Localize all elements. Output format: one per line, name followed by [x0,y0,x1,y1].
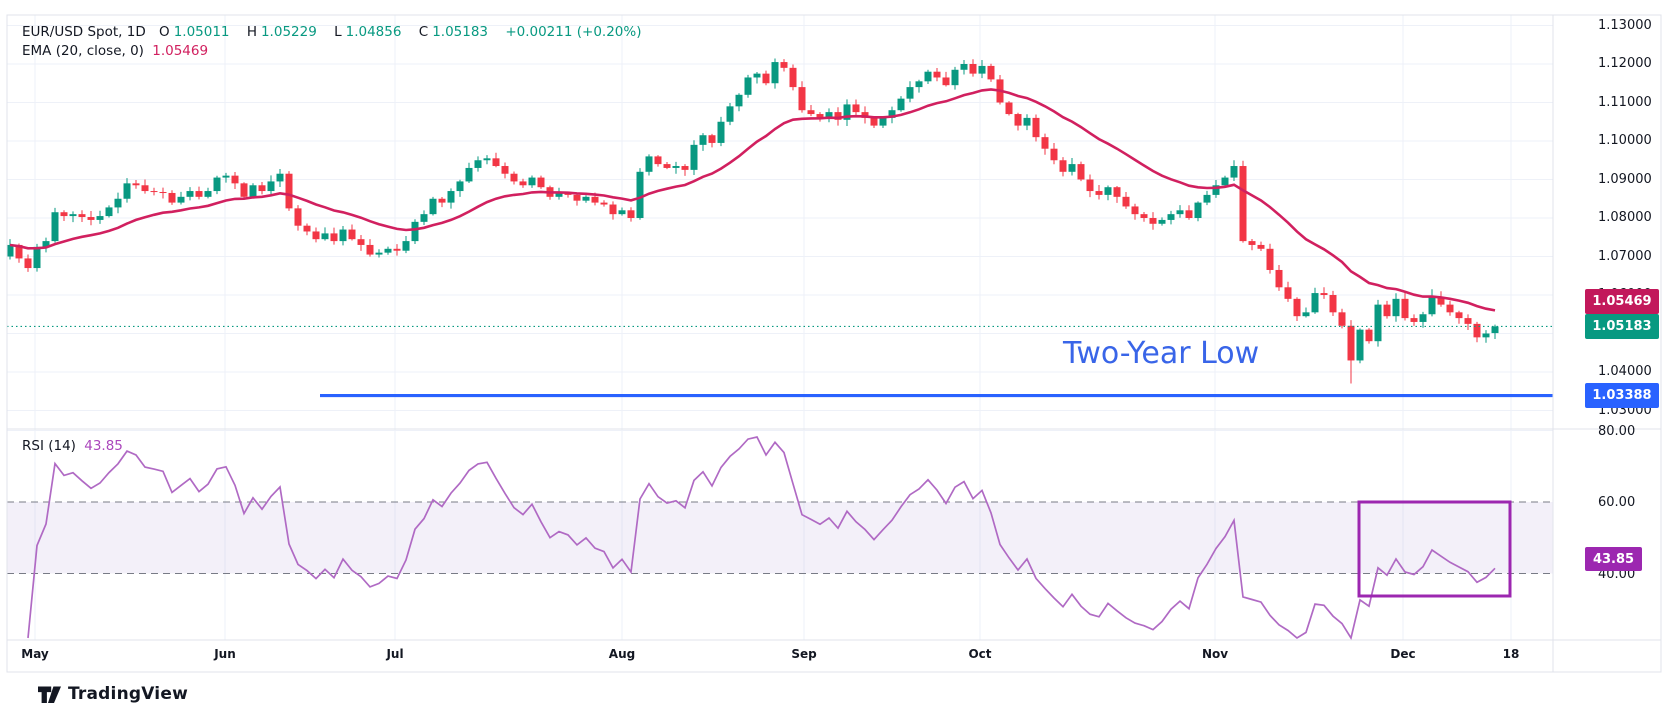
rsi-line [27,436,1496,640]
ema-line [9,88,1496,312]
tradingview-logo-icon [38,686,61,703]
symbol-title: EUR/USD Spot, 1D [22,24,146,40]
price-tick: 1.04000 [1598,364,1652,379]
time-tick: May [21,647,49,661]
price-tick: 1.09000 [1598,171,1652,187]
time-tick: Jun [214,647,236,661]
price-tick: 1.07000 [1598,248,1652,264]
ema-legend[interactable]: EMA (20, close, 0) 1.05469 [22,43,212,60]
time-tick: Oct [968,647,992,661]
price-tick: 1.08000 [1598,210,1652,225]
time-tick: Aug [608,647,636,661]
watermark-text: TradingView [68,684,188,704]
rsi-annotation-box[interactable] [1357,500,1512,598]
rsi-band [7,501,1553,574]
grid-lines [7,15,1553,640]
time-tick: Dec [1390,647,1416,661]
support-level-badge: 1.03388 [1585,383,1659,408]
ohlc-open: O 1.05011 [159,24,230,40]
price-tick: 1.13000 [1598,17,1652,33]
change-value: +0.00211 (+0.20%) [505,24,642,40]
last-price-badge: 1.05183 [1585,314,1659,339]
time-tick: 18 [1502,647,1520,661]
candles-layer [7,58,1499,384]
price-tick: 1.12000 [1598,56,1652,71]
rsi-legend[interactable]: RSI (14) 43.85 [22,438,127,455]
rsi-value: 43.85 [84,438,123,454]
time-tick: Jul [386,647,404,661]
time-tick: Sep [791,647,817,661]
rsi-tick: 80.00 [1598,423,1636,439]
tradingview-watermark[interactable]: TradingView [38,684,188,704]
ema-value: 1.05469 [152,43,209,59]
ema-label: EMA (20, close, 0) [22,43,144,59]
ohlc-low: L 1.04856 [334,24,402,40]
rsi-value-badge: 43.85 [1585,547,1642,571]
time-tick: Nov [1201,647,1229,661]
price-tick: 1.11000 [1598,94,1652,110]
rsi-tick: 60.00 [1598,495,1636,510]
ohlc-close: C 1.05183 [418,24,489,40]
rsi-label: RSI (14) [22,438,76,454]
pane-separators [6,14,1662,673]
ema-price-badge: 1.05469 [1585,289,1659,314]
two-year-low-label[interactable]: Two-Year Low [1063,336,1260,371]
ohlc-high: H 1.05229 [246,24,317,40]
price-tick: 1.10000 [1598,133,1652,148]
symbol-legend[interactable]: EUR/USD Spot, 1D O 1.05011 H 1.05229 L 1.04… [22,24,645,41]
